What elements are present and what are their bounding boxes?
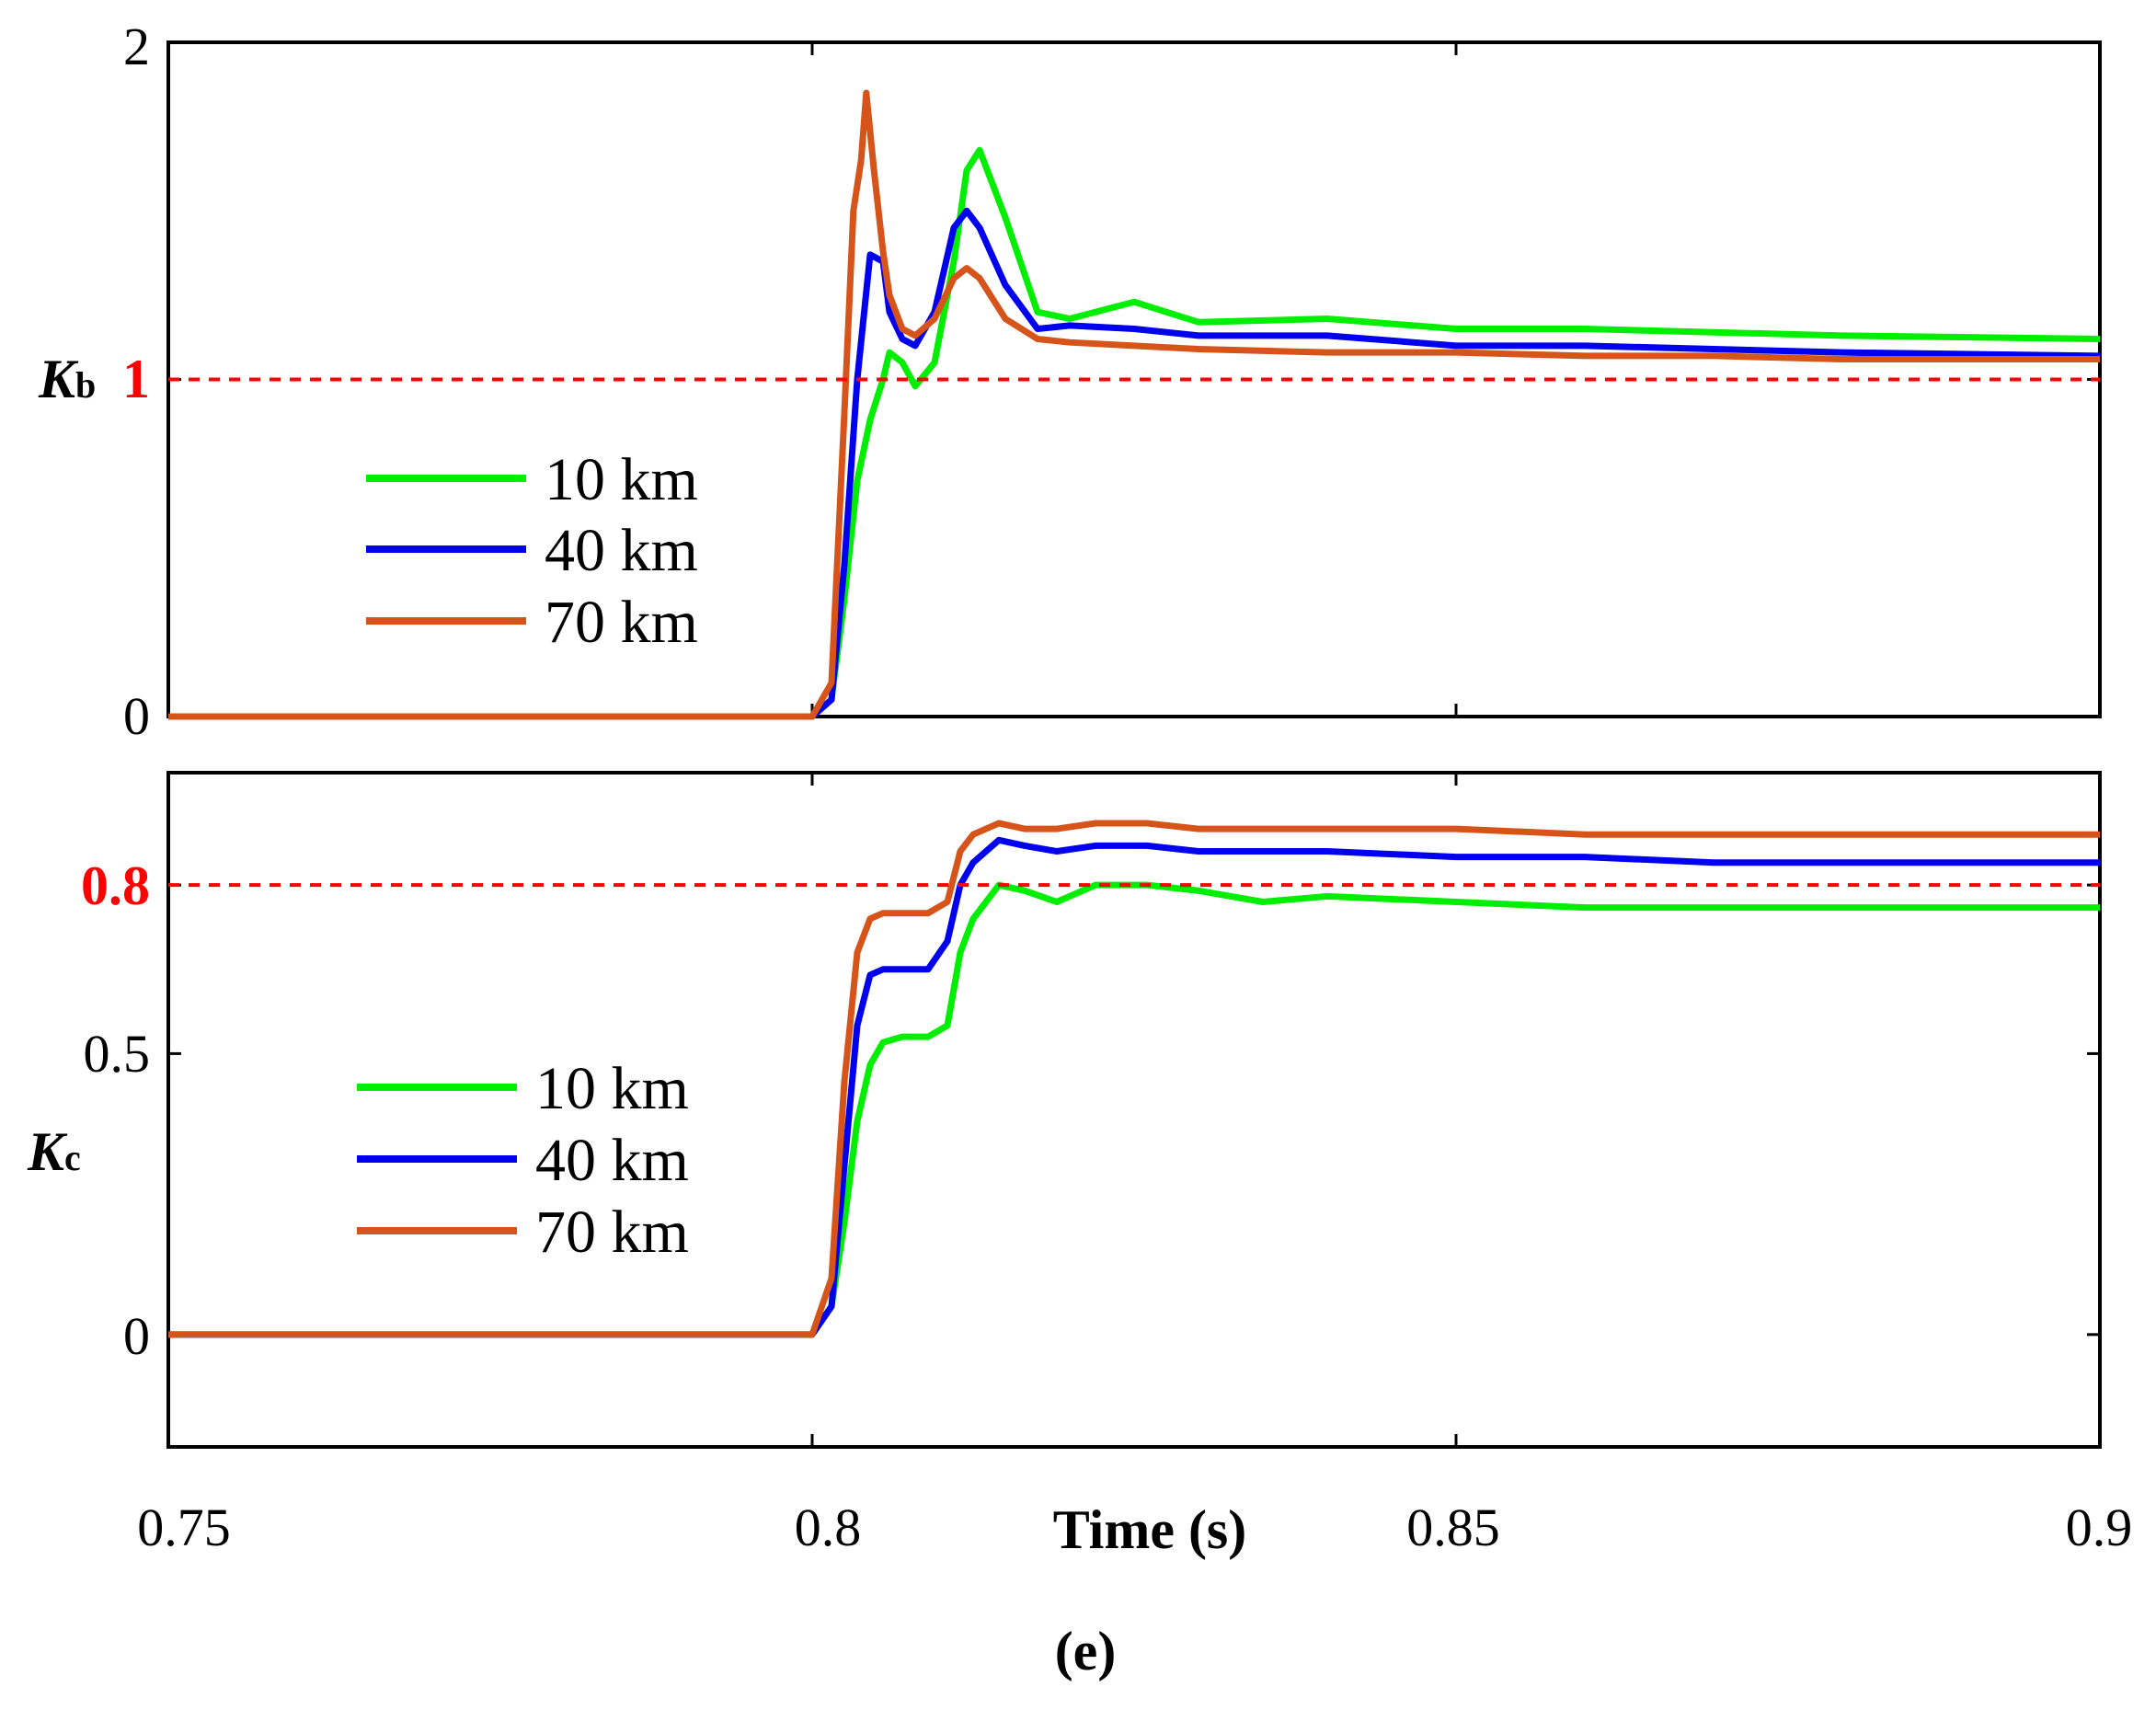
top-ref-label: 1	[122, 349, 150, 409]
bottom-ref-label: 0.8	[81, 855, 150, 916]
xtick-0.8: 0.8	[795, 1498, 862, 1557]
bottom-series-70km	[168, 820, 2100, 1338]
figure-caption: (e)	[1055, 1621, 1117, 1681]
xtick-0.9: 0.9	[2066, 1498, 2133, 1557]
x-axis-label: Time (s)	[1053, 1499, 1247, 1560]
bottom-ylabel-sub: c	[64, 1137, 81, 1178]
top-legend-label-10km: 10 km	[545, 446, 698, 513]
top-legend-label-70km: 70 km	[545, 589, 698, 656]
xtick-0.85: 0.85	[1406, 1498, 1500, 1557]
bottom-series-40km	[168, 836, 2100, 1338]
top-series-10km	[168, 146, 2101, 720]
top-ylabel-sub: b	[75, 364, 96, 406]
bottom-ylabel: Kc	[27, 1121, 81, 1182]
top-ytick-0: 0	[123, 686, 150, 746]
bottom-plot-frame	[166, 771, 2102, 1449]
top-legend-label-40km: 40 km	[545, 517, 698, 584]
top-legend: 10 km 40 km 70 km	[366, 446, 698, 656]
bottom-ytick-0.5: 0.5	[84, 1024, 151, 1084]
bottom-ylabel-main: K	[27, 1121, 68, 1182]
bottom-legend-label-70km: 70 km	[535, 1199, 689, 1266]
bottom-ytick-0: 0	[123, 1306, 150, 1366]
top-ylabel-main: K	[38, 349, 79, 409]
top-ylabel: Kb	[38, 349, 96, 409]
xtick-0.75: 0.75	[137, 1498, 231, 1557]
bottom-legend: 10 km 40 km 70 km	[357, 1055, 689, 1266]
bottom-legend-label-10km: 10 km	[535, 1055, 689, 1122]
top-series-40km	[168, 207, 2101, 720]
bottom-panel: 0 0.5 0.8 Kc 10 km 40 km 70 km 0.75 0.8 …	[27, 771, 2133, 1560]
top-series-70km	[168, 89, 2100, 720]
bottom-legend-label-40km: 40 km	[535, 1127, 689, 1194]
top-panel: 0 2 1 Kb 10 km 40 km 70 km	[38, 17, 2102, 746]
top-ytick-2: 2	[123, 17, 150, 76]
bottom-series-10km	[168, 881, 2100, 1338]
